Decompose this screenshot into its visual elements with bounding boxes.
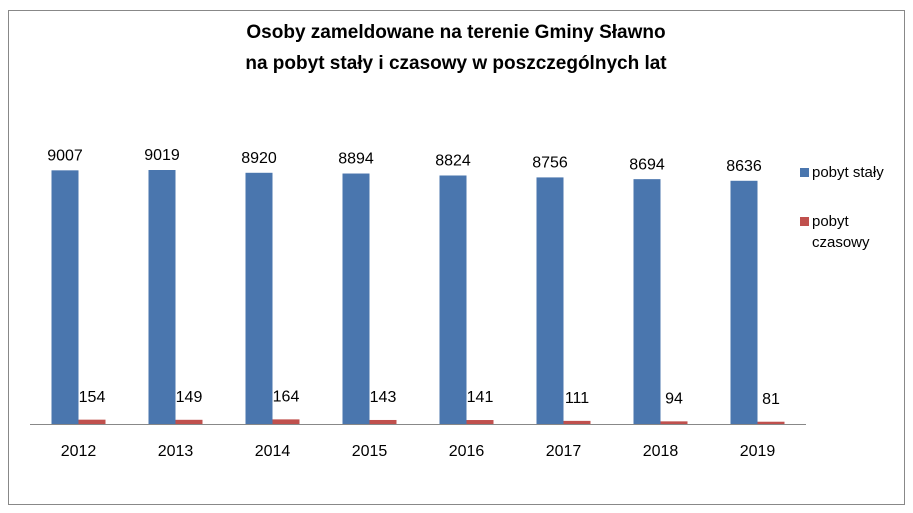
bar bbox=[466, 420, 494, 424]
bar bbox=[148, 170, 176, 424]
bar bbox=[660, 421, 688, 424]
bar bbox=[439, 175, 467, 424]
x-tick-label: 2018 bbox=[643, 443, 679, 460]
legend-swatch bbox=[800, 217, 809, 226]
legend-label: pobyt stały bbox=[812, 164, 884, 181]
data-label: 8824 bbox=[435, 153, 471, 170]
bar bbox=[633, 179, 661, 424]
bar bbox=[175, 419, 203, 424]
data-label: 111 bbox=[565, 390, 589, 407]
data-label: 141 bbox=[467, 389, 494, 406]
data-label: 8694 bbox=[629, 156, 665, 173]
x-tick-label: 2012 bbox=[61, 443, 97, 460]
data-label: 149 bbox=[176, 389, 203, 406]
x-tick-label: 2017 bbox=[546, 443, 582, 460]
legend-swatch bbox=[800, 168, 809, 177]
x-tick-label: 2013 bbox=[158, 443, 194, 460]
data-label: 8894 bbox=[338, 151, 374, 168]
bar bbox=[51, 170, 79, 424]
legend-entry: pobyt stały bbox=[800, 162, 900, 183]
x-tick-label: 2015 bbox=[352, 443, 388, 460]
data-label: 9019 bbox=[144, 147, 180, 164]
legend-entry: pobyt czasowy bbox=[800, 211, 900, 253]
data-label: 94 bbox=[665, 391, 683, 408]
x-tick-label: 2014 bbox=[255, 443, 291, 460]
bar bbox=[369, 419, 397, 424]
bar bbox=[730, 180, 758, 424]
data-label: 8920 bbox=[241, 150, 277, 167]
x-tick-label: 2019 bbox=[740, 443, 776, 460]
bar bbox=[342, 173, 370, 424]
x-tick-label: 2016 bbox=[449, 443, 485, 460]
data-label: 81 bbox=[762, 391, 780, 408]
bar bbox=[272, 419, 300, 424]
data-label: 8636 bbox=[726, 158, 762, 175]
data-label: 143 bbox=[370, 389, 397, 406]
bar bbox=[78, 419, 106, 424]
bar bbox=[536, 177, 564, 424]
data-label: 164 bbox=[273, 389, 300, 406]
data-label: 9007 bbox=[47, 148, 83, 165]
legend: pobyt stały pobyt czasowy bbox=[800, 162, 900, 281]
bar bbox=[563, 420, 591, 424]
legend-label: pobyt czasowy bbox=[812, 213, 870, 251]
data-label: 154 bbox=[79, 389, 106, 406]
bar bbox=[245, 172, 273, 424]
data-label: 8756 bbox=[532, 155, 568, 172]
bar bbox=[757, 421, 785, 424]
chart-title: Osoby zameldowane na terenie Gminy Sławn… bbox=[246, 22, 665, 43]
chart-title: na pobyt stały i czasowy w poszczególnyc… bbox=[245, 53, 667, 74]
